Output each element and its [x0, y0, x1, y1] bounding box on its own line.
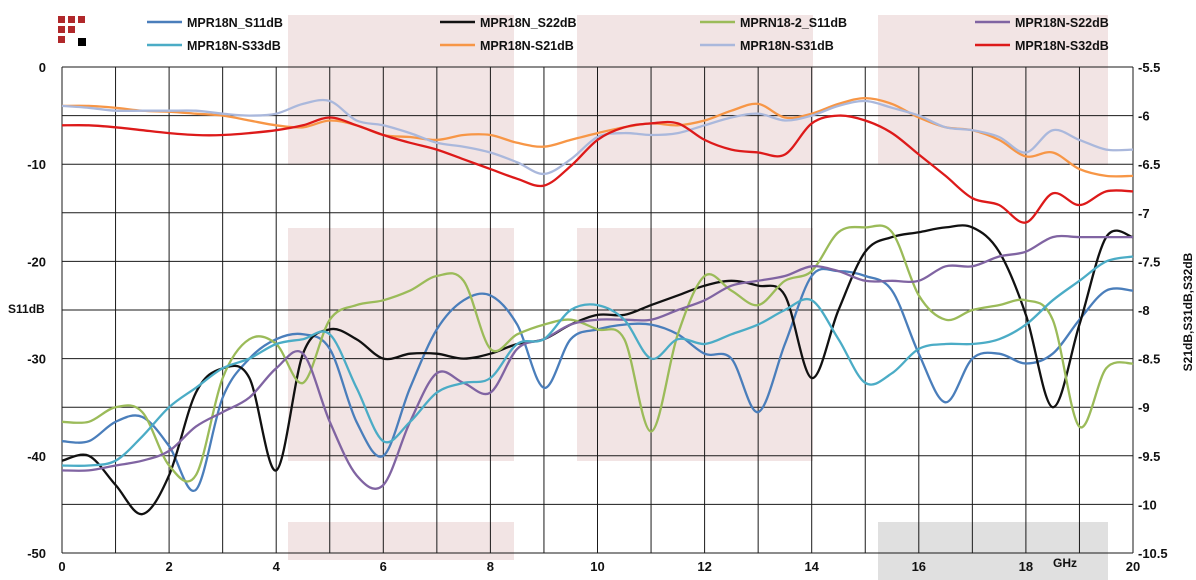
legend-item: MPR18N_S22dB	[440, 16, 577, 30]
y-right-tick-label: -5.5	[1138, 60, 1160, 75]
y-left-tick-label: -20	[27, 254, 46, 269]
y-right-tick-label: -9	[1138, 400, 1150, 415]
y-right-tick-label: -7	[1138, 206, 1150, 221]
x-tick-label: 4	[273, 559, 281, 574]
y-left-tick-label: -40	[27, 449, 46, 464]
legend-item: MPRN18-2_S11dB	[700, 16, 847, 30]
band	[288, 15, 514, 165]
x-tick-label: 18	[1019, 559, 1033, 574]
x-tick-label: 14	[804, 559, 819, 574]
y-axis-label-left: S11dB	[8, 302, 45, 316]
legend-item: MPR18N-S21dB	[440, 39, 574, 53]
y-right-tick-label: -6	[1138, 109, 1150, 124]
legend-item: MPR18N-S33dB	[147, 39, 281, 53]
series-lines	[61, 96, 1134, 516]
x-tick-label: 12	[697, 559, 711, 574]
y-left-tick-label: -50	[27, 546, 46, 561]
band	[878, 522, 1108, 580]
legend: MPR18N_S11dB MPR18N_S22dB MPRN18-2_S11dB MP…	[147, 16, 1109, 53]
legend-label: MPR18N_S11dB	[187, 16, 283, 30]
series-line-mpr18n-s31db	[61, 98, 1134, 176]
x-tick-label: 6	[380, 559, 387, 574]
x-tick-label: 10	[590, 559, 604, 574]
y-right-tick-label: -9.5	[1138, 449, 1160, 464]
x-axis-label: GHz	[1053, 556, 1077, 570]
series-line-mpr18n-s22db	[61, 234, 1133, 490]
y-right-tick-label: -6.5	[1138, 157, 1160, 172]
legend-item: MPR18N_S11dB	[147, 16, 283, 30]
y-right-tick-label: -10	[1138, 497, 1157, 512]
legend-label: MPR18N-S32dB	[1015, 39, 1109, 53]
band	[577, 228, 813, 461]
y-right-tick-label: -8	[1138, 303, 1150, 318]
legend-item: MPR18N-S31dB	[700, 39, 834, 53]
x-tick-label: 8	[487, 559, 494, 574]
legend-label: MPR18N-S21dB	[480, 39, 574, 53]
band	[288, 522, 514, 560]
legend-label: MPR18N-S31dB	[740, 39, 834, 53]
legend-item: MPR18N-S32dB	[975, 39, 1109, 53]
series-line-mpr18n-s22db	[61, 224, 1134, 516]
series-line-mprn18-2-s11db	[61, 224, 1134, 483]
y-left-tick-label: -10	[27, 157, 46, 172]
legend-label: MPR18N_S22dB	[480, 16, 577, 30]
y-left-tick-label: 0	[39, 60, 46, 75]
x-tick-label: 2	[165, 559, 172, 574]
legend-item: MPR18N-S22dB	[975, 16, 1109, 30]
band	[878, 15, 1108, 165]
band	[288, 228, 514, 461]
legend-label: MPR18N-S22dB	[1015, 16, 1109, 30]
y-right-tick-label: -7.5	[1138, 254, 1160, 269]
grid	[61, 66, 1134, 554]
background-bands	[288, 15, 1108, 580]
tick-labels: 0 2 4 6 8 10 12 14 16 18 20 0 -10 -20 -30 -40 -50 -5.5 -6 -…	[27, 60, 1167, 574]
logo	[58, 16, 86, 46]
series-line-mpr18n-s11db	[61, 267, 1134, 492]
y-axis-label-right: S21dB,S31dB,S32dB	[1181, 252, 1195, 371]
band	[577, 15, 813, 165]
y-right-tick-label: -8.5	[1138, 352, 1160, 367]
legend-label: MPRN18-2_S11dB	[740, 16, 847, 30]
x-tick-label: 0	[58, 559, 65, 574]
x-tick-label: 16	[912, 559, 926, 574]
series-line-mpr18n-s32db	[61, 114, 1134, 224]
series-line-mpr18n-s33db	[61, 255, 1134, 468]
legend-label: MPR18N-S33dB	[187, 39, 281, 53]
y-right-tick-label: -10.5	[1138, 546, 1168, 561]
y-left-tick-label: -30	[27, 352, 46, 367]
x-tick-label: 20	[1126, 559, 1140, 574]
